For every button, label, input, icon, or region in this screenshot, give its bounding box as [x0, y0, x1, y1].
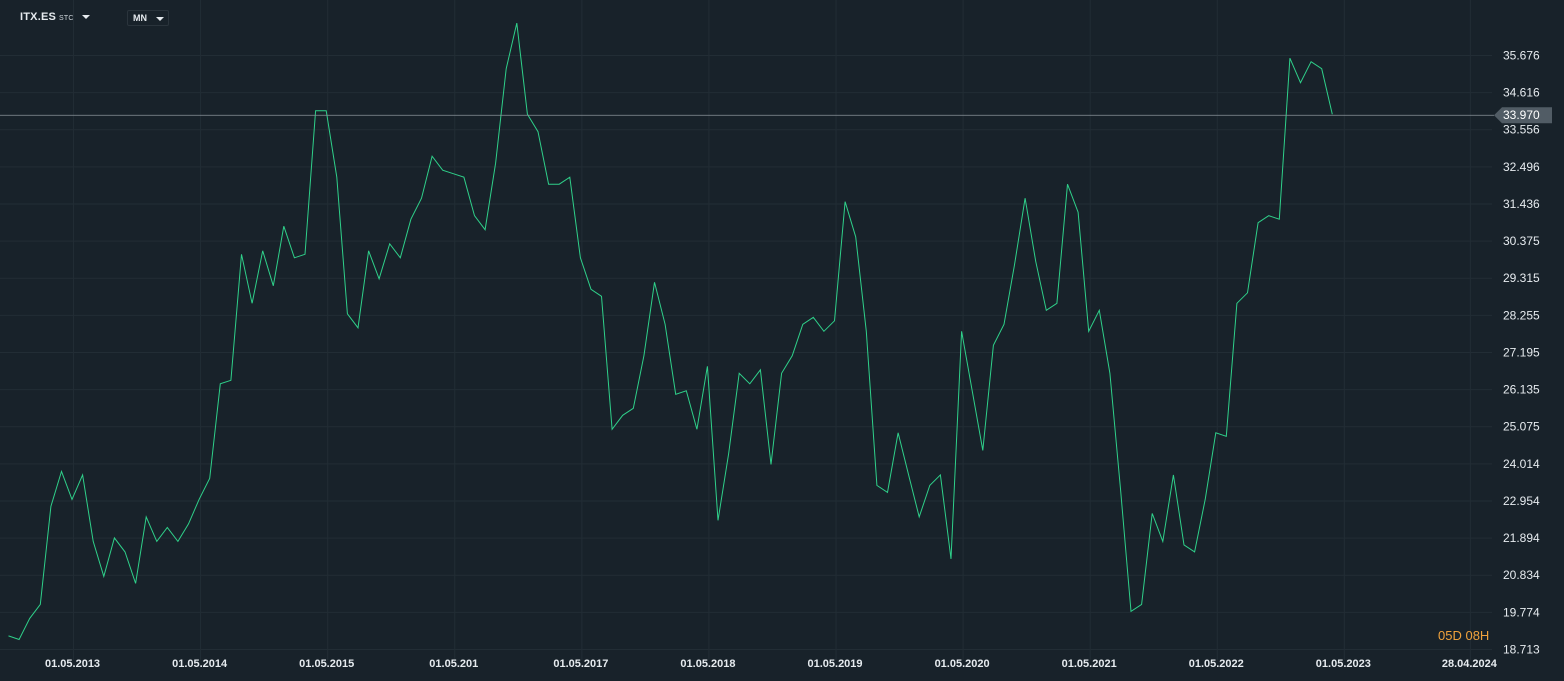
x-tick-label: 01.05.2013 [45, 658, 100, 670]
y-tick-label: 20.834 [1503, 568, 1540, 582]
chart-toolbar: ITX.ES STC MN [0, 0, 1564, 34]
chevron-down-icon [156, 16, 164, 21]
last-price-label: 33.970 [1503, 108, 1540, 122]
y-tick-label: 35.676 [1503, 49, 1540, 63]
timeframe-selector[interactable]: MN [127, 10, 169, 26]
y-tick-label: 30.375 [1503, 234, 1540, 248]
y-tick-label: 28.255 [1503, 308, 1540, 322]
y-tick-label: 22.954 [1503, 494, 1540, 508]
y-tick-label: 19.774 [1503, 605, 1540, 619]
x-tick-label: 01.05.2018 [680, 658, 735, 670]
timeframe-label: MN [133, 13, 147, 23]
last-price-tag [1494, 107, 1552, 124]
x-tick-label: 01.05.2022 [1189, 658, 1244, 670]
x-tick-label: 01.05.2021 [1062, 658, 1117, 670]
bar-countdown: 05D 08H [1438, 628, 1490, 643]
x-tick-label: 28.04.2024 [1442, 658, 1498, 670]
y-tick-label: 27.195 [1503, 345, 1540, 359]
x-tick-label: 01.05.2020 [935, 658, 990, 670]
y-tick-label: 21.894 [1503, 531, 1540, 545]
y-tick-label: 32.496 [1503, 160, 1540, 174]
x-tick-label: 01.05.2014 [172, 658, 228, 670]
x-tick-label: 01.05.201 [429, 658, 478, 670]
y-tick-label: 34.616 [1503, 86, 1540, 100]
y-tick-label: 25.075 [1503, 420, 1540, 434]
y-tick-label: 31.436 [1503, 197, 1540, 211]
y-tick-label: 29.315 [1503, 271, 1540, 285]
x-tick-label: 01.05.2023 [1316, 658, 1371, 670]
x-tick-label: 01.05.2015 [299, 658, 354, 670]
y-tick-label: 24.014 [1503, 457, 1540, 471]
y-tick-label: 26.135 [1503, 383, 1540, 397]
y-tick-label: 18.713 [1503, 643, 1540, 657]
price-line [8, 22, 1333, 641]
x-tick-label: 01.05.2019 [807, 658, 862, 670]
symbol-name: ITX.ES [20, 11, 57, 23]
chevron-down-icon [81, 15, 90, 20]
symbol-selector[interactable]: ITX.ES STC [20, 11, 90, 23]
y-tick-label: 33.556 [1503, 123, 1540, 137]
symbol-type: STC [59, 15, 74, 22]
x-tick-label: 01.05.2017 [553, 658, 608, 670]
